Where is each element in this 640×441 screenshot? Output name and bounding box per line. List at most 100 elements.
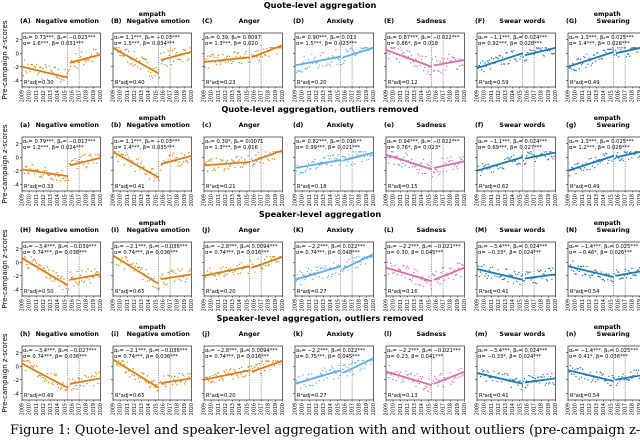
data-point xyxy=(403,156,405,159)
data-point xyxy=(214,275,216,277)
data-point xyxy=(236,264,238,267)
data-point xyxy=(213,56,215,58)
x-tick-label: 2010 xyxy=(118,90,124,102)
data-point xyxy=(402,52,404,55)
data-point xyxy=(613,53,616,56)
data-point xyxy=(353,257,356,259)
data-point xyxy=(441,57,443,59)
x-tick-label: 2019 xyxy=(364,90,370,102)
data-point xyxy=(54,374,56,377)
x-tick-label: 2009 xyxy=(20,403,26,415)
data-point xyxy=(388,364,391,367)
data-point xyxy=(133,50,135,53)
data-point xyxy=(117,51,119,53)
data-point xyxy=(242,268,244,270)
panel-letter: (h) xyxy=(20,331,30,338)
data-point xyxy=(523,163,526,165)
data-point xyxy=(350,163,352,166)
x-tick-label: 2016 xyxy=(160,194,166,206)
data-point xyxy=(548,382,551,384)
data-point xyxy=(315,266,317,269)
data-point xyxy=(408,278,411,281)
data-point xyxy=(543,151,545,153)
data-point xyxy=(570,269,573,271)
data-point xyxy=(506,268,508,270)
trend-line-post xyxy=(160,51,192,61)
x-tick-label: 2018 xyxy=(357,194,363,206)
data-point xyxy=(601,374,604,376)
x-tick-label: 2009 xyxy=(293,90,299,102)
panel-letter: (d) xyxy=(293,122,303,129)
data-point xyxy=(81,269,84,272)
x-tick-label: 2012 xyxy=(132,90,138,102)
data-point xyxy=(424,66,426,69)
annotation-post: α= 0.76*, β= 0.023* xyxy=(387,145,441,151)
data-point xyxy=(265,264,267,266)
data-point xyxy=(53,373,55,375)
data-point xyxy=(599,276,601,278)
data-point xyxy=(402,265,404,267)
data-point xyxy=(486,277,488,279)
data-point xyxy=(334,157,336,159)
data-point xyxy=(479,62,482,64)
data-point xyxy=(268,55,270,57)
data-point xyxy=(77,61,79,64)
x-tick-label: 2019 xyxy=(546,90,552,102)
data-point xyxy=(53,280,55,282)
data-point xyxy=(582,169,585,172)
data-point xyxy=(235,156,237,159)
data-point xyxy=(69,163,72,165)
data-point xyxy=(70,277,73,279)
data-point xyxy=(544,270,547,273)
data-point xyxy=(406,154,408,156)
data-point xyxy=(511,378,514,381)
x-tick-label: 2019 xyxy=(273,299,279,311)
data-point xyxy=(516,280,518,283)
data-point xyxy=(629,55,631,57)
data-point xyxy=(572,260,574,262)
data-point xyxy=(217,166,220,168)
data-point xyxy=(184,281,187,283)
data-point xyxy=(145,58,147,61)
data-point xyxy=(370,363,372,365)
data-point xyxy=(363,367,366,369)
data-point xyxy=(76,388,78,390)
data-point xyxy=(96,271,98,273)
x-tick-label: 2015 xyxy=(62,194,68,206)
trend-line-post xyxy=(342,253,374,270)
x-tick-label: 2009 xyxy=(475,90,481,102)
x-tick-label: 2010 xyxy=(209,403,215,415)
data-point xyxy=(98,276,100,278)
x-tick-label: 2016 xyxy=(69,194,75,206)
panel-frame xyxy=(294,345,374,401)
data-point xyxy=(95,371,97,374)
x-tick-label: 2016 xyxy=(524,299,530,311)
data-point xyxy=(209,158,211,161)
data-point xyxy=(44,378,47,380)
data-point xyxy=(171,269,174,272)
x-tick-label: 2018 xyxy=(630,194,636,206)
data-point xyxy=(131,373,133,376)
data-point xyxy=(362,47,365,50)
x-tick-label: 2014 xyxy=(601,299,607,311)
annotation-post: α= −0.33*, β= 0.024*** xyxy=(478,250,542,256)
panel-title: Swearing xyxy=(597,122,630,129)
data-point xyxy=(268,263,270,266)
row-title: Quote-level aggregation, outliers remove… xyxy=(221,104,418,114)
data-point xyxy=(575,375,577,378)
data-point xyxy=(305,68,307,70)
data-point xyxy=(47,269,50,271)
data-point xyxy=(238,61,241,64)
data-point xyxy=(596,52,598,54)
data-point xyxy=(163,281,165,284)
data-point xyxy=(127,50,130,53)
data-point xyxy=(320,373,323,376)
data-point xyxy=(80,51,83,53)
data-point xyxy=(419,162,422,165)
x-tick-label: 2011 xyxy=(34,299,40,311)
data-point xyxy=(159,380,162,383)
data-point xyxy=(32,366,34,369)
data-point xyxy=(611,160,613,162)
data-point xyxy=(360,263,362,266)
data-point xyxy=(44,166,47,169)
